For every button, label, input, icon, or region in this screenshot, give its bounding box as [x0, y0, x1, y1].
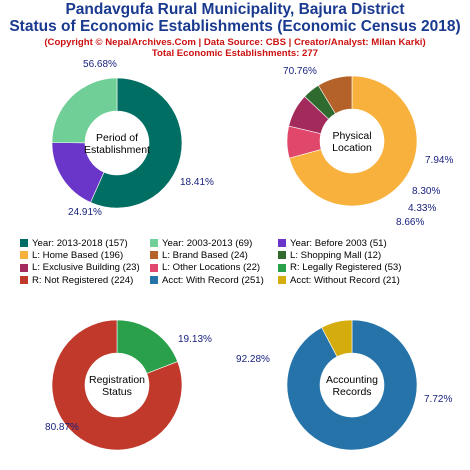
legend-swatch: [20, 251, 28, 260]
legend-swatch: [20, 263, 28, 272]
legend: Year: 2013-2018 (157) Year: 2003-2013 (6…: [20, 237, 465, 286]
legend-swatch: [150, 263, 158, 272]
legend-label: Year: 2003-2013 (69): [162, 237, 253, 249]
slice-percent-label: 80.87%: [45, 422, 79, 433]
slice-percent-label: 24.91%: [68, 207, 102, 218]
donut-slice: [90, 77, 183, 209]
slice-percent-label: 8.66%: [396, 217, 424, 228]
legend-swatch: [20, 239, 28, 248]
legend-swatch: [278, 239, 286, 248]
legend-row: Year: 2013-2018 (157) Year: 2003-2013 (6…: [20, 237, 465, 249]
chart-title-line1: Pandavgufa Rural Municipality, Bajura Di…: [65, 1, 405, 18]
slice-percent-label: 70.76%: [283, 66, 317, 77]
legend-swatch: [150, 251, 158, 260]
legend-label: L: Brand Based (24): [162, 249, 248, 261]
legend-label: Acct: With Record (251): [162, 274, 264, 286]
legend-item: L: Brand Based (24): [150, 249, 278, 261]
legend-swatch: [150, 276, 158, 285]
legend-item: L: Other Locations (22): [150, 262, 278, 274]
slice-percent-label: 19.13%: [178, 334, 212, 345]
legend-label: R: Legally Registered (53): [290, 262, 402, 274]
legend-label: L: Exclusive Building (23): [32, 262, 140, 274]
chart-title-line2: Status of Economic Establishments (Econo…: [9, 18, 461, 35]
legend-item: L: Home Based (196): [20, 249, 150, 261]
legend-label: L: Shopping Mall (12): [290, 249, 382, 261]
donut-center-label: Location: [332, 142, 372, 154]
slice-percent-label: 4.33%: [408, 203, 436, 214]
legend-label: Year: 2013-2018 (157): [32, 237, 128, 249]
legend-item: R: Not Registered (224): [20, 274, 150, 286]
legend-swatch: [150, 239, 158, 248]
donut-slice: [286, 319, 418, 451]
legend-swatch: [278, 263, 286, 272]
donut-center-label: Status: [102, 386, 132, 398]
legend-row: L: Exclusive Building (23) L: Other Loca…: [20, 262, 465, 274]
donut-slice: [288, 75, 418, 207]
slice-percent-label: 7.72%: [424, 394, 452, 405]
donut-center-label: Accounting: [326, 374, 378, 386]
donut-center-label: Registration: [89, 374, 145, 386]
donut-slice: [51, 77, 118, 144]
slice-percent-label: 56.68%: [83, 59, 117, 70]
donut-center-label: Records: [332, 386, 371, 398]
donut-slice: [317, 75, 353, 115]
legend-label: L: Other Locations (22): [162, 262, 261, 274]
legend-item: Year: Before 2003 (51): [278, 237, 458, 249]
donut-center-label: Period of: [96, 132, 138, 144]
slice-percent-label: 18.41%: [180, 177, 214, 188]
chart-total: Total Economic Establishments: 277: [151, 48, 319, 59]
legend-row: L: Home Based (196) L: Brand Based (24) …: [20, 249, 465, 261]
legend-label: L: Home Based (196): [32, 249, 124, 261]
slice-percent-label: 7.94%: [425, 155, 453, 166]
slice-percent-label: 8.30%: [412, 186, 440, 197]
donut-center-label: Physical: [332, 130, 371, 142]
legend-swatch: [278, 276, 286, 285]
legend-label: Acct: Without Record (21): [290, 274, 400, 286]
legend-swatch: [20, 276, 28, 285]
legend-swatch: [278, 251, 286, 260]
donut-slice: [51, 319, 183, 451]
donut-center-label: Establishment: [84, 144, 150, 156]
legend-row: R: Not Registered (224) Acct: With Recor…: [20, 274, 465, 286]
legend-label: R: Not Registered (224): [32, 274, 134, 286]
slice-percent-label: 92.28%: [236, 354, 270, 365]
legend-item: R: Legally Registered (53): [278, 262, 458, 274]
legend-item: Year: 2013-2018 (157): [20, 237, 150, 249]
legend-item: Year: 2003-2013 (69): [150, 237, 278, 249]
legend-label: Year: Before 2003 (51): [290, 237, 387, 249]
legend-item: Acct: Without Record (21): [278, 274, 458, 286]
legend-item: Acct: With Record (251): [150, 274, 278, 286]
legend-item: L: Exclusive Building (23): [20, 262, 150, 274]
chart-subtitle: (Copyright © NepalArchives.Com | Data So…: [44, 37, 426, 48]
donut-slice: [321, 319, 353, 358]
legend-item: L: Shopping Mall (12): [278, 249, 458, 261]
